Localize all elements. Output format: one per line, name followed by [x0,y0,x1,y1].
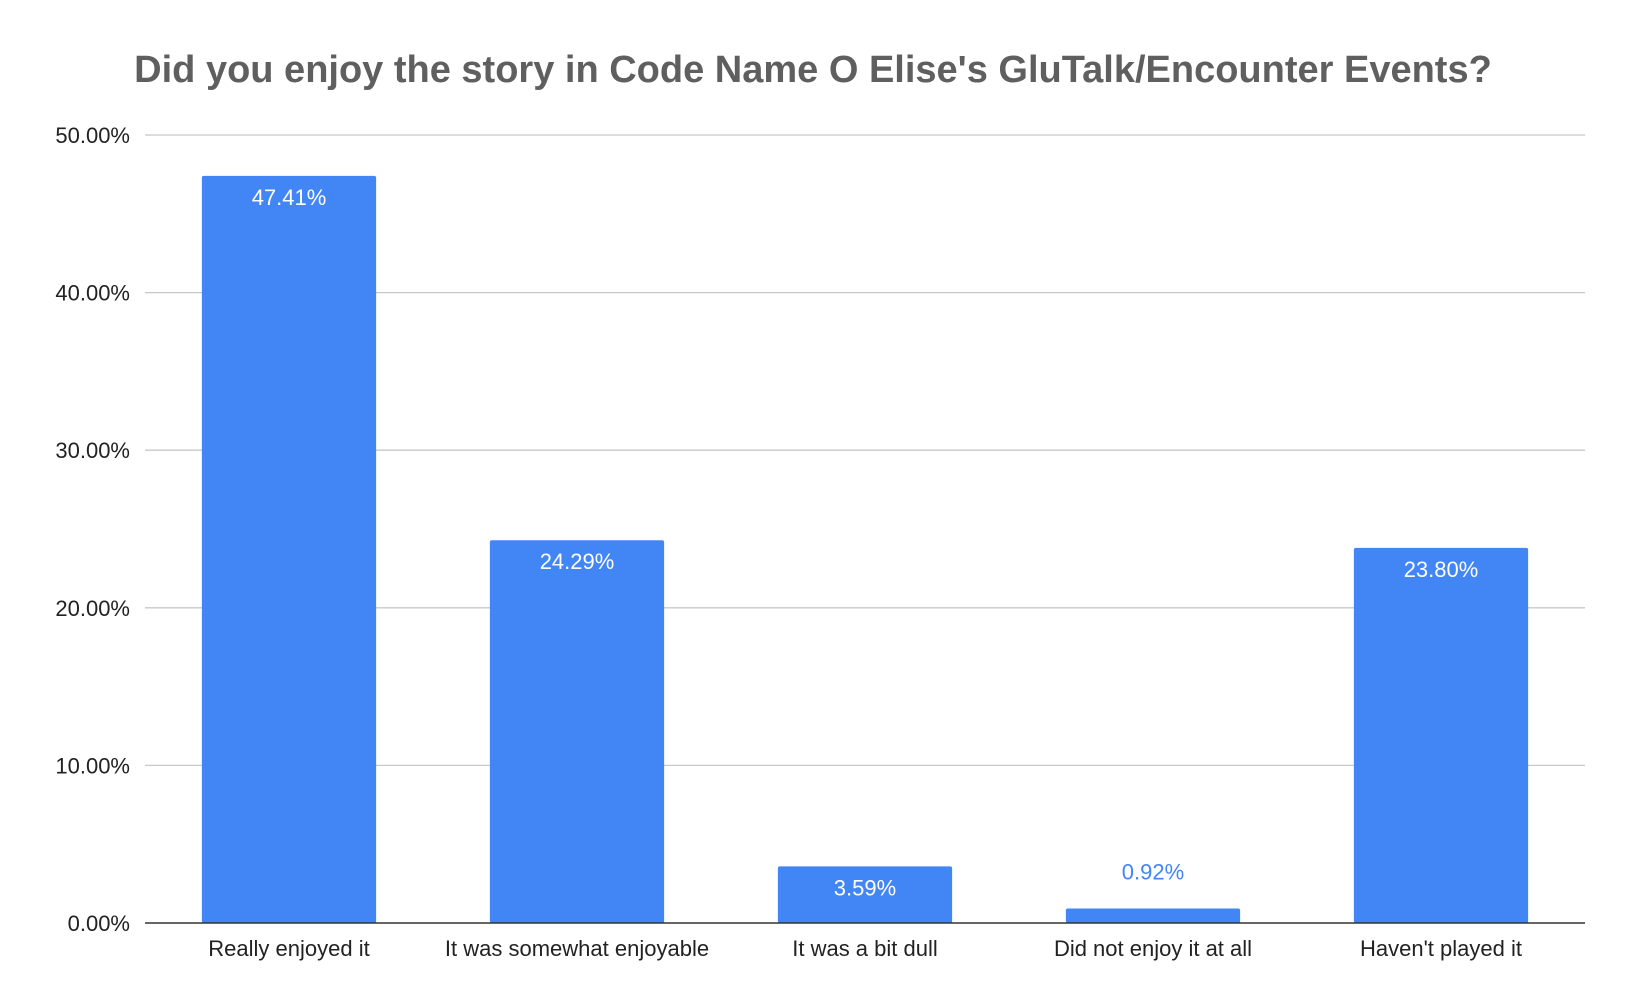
bar [1065,908,1241,923]
bar [777,866,953,923]
y-tick-label: 10.00% [55,753,130,778]
x-axis-tick-labels: Really enjoyed it It was somewhat enjoyab… [208,936,1522,961]
x-tick-label: It was somewhat enjoyable [445,936,709,961]
y-tick-label: 30.00% [55,438,130,463]
gridlines [145,134,1585,767]
data-label: 0.92% [1122,860,1184,885]
chart-title: Did you enjoy the story in Code Name O E… [134,49,1492,91]
y-tick-label: 40.00% [55,281,130,306]
y-tick-label: 0.00% [68,911,130,936]
x-tick-label: Haven't played it [1360,936,1522,961]
bar [201,175,377,923]
x-tick-label: It was a bit dull [792,936,938,961]
bars [201,175,1529,923]
y-tick-label: 20.00% [55,596,130,621]
data-label: 3.59% [834,875,896,900]
y-axis-tick-labels: 0.00% 10.00% 20.00% 30.00% 40.00% 50.00% [55,123,130,936]
x-tick-label: Did not enjoy it at all [1054,936,1252,961]
x-tick-label: Really enjoyed it [208,936,369,961]
data-label: 47.41% [252,185,327,210]
data-label: 24.29% [540,549,615,574]
data-label: 23.80% [1404,557,1479,582]
y-tick-label: 50.00% [55,123,130,148]
bar [489,540,665,923]
data-labels: 47.41% 24.29% 3.59% 0.92% 23.80% [252,185,1479,901]
bar [1353,547,1529,923]
